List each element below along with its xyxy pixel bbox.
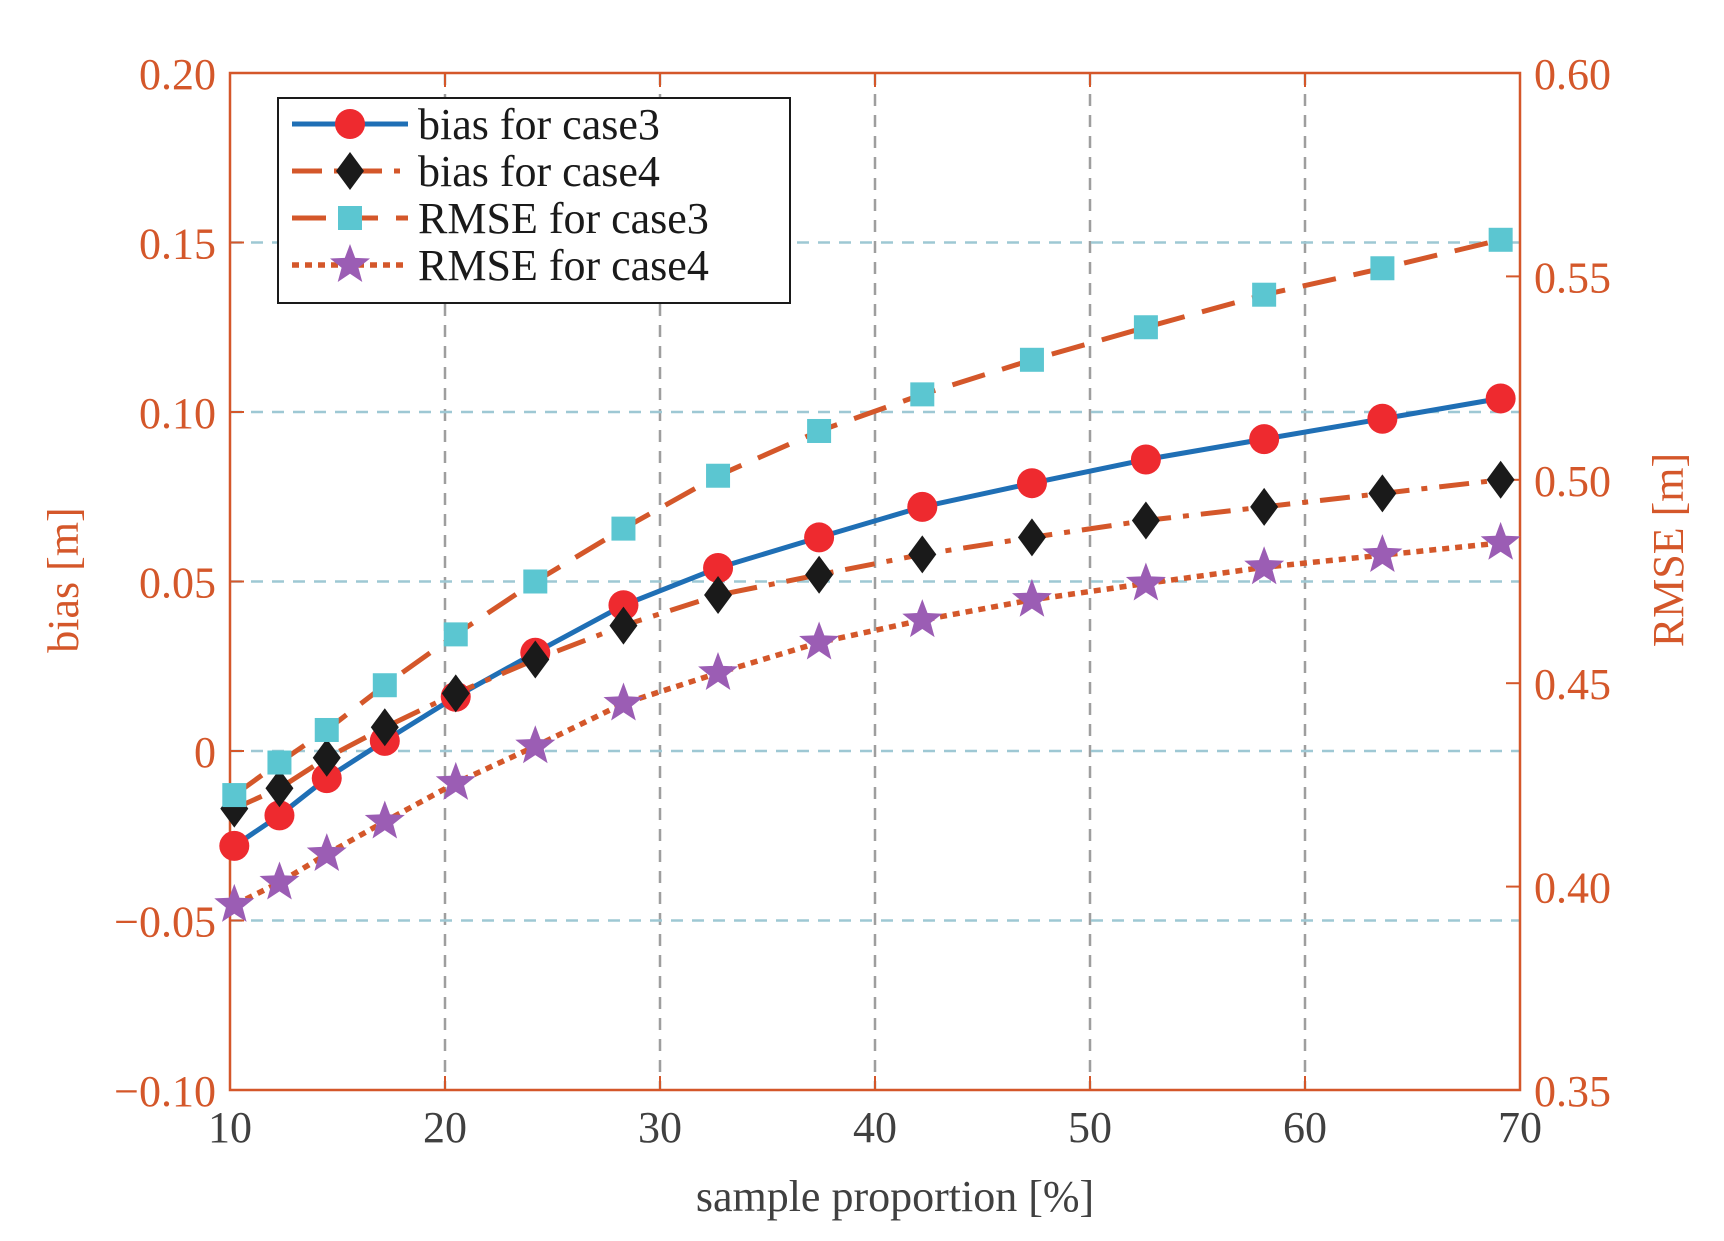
x-axis-title: sample proportion [%] [696,1172,1094,1221]
data-point-circle [264,800,295,831]
legend-label-1: bias for case3 [418,100,660,149]
data-point-star [603,682,644,721]
y-left-tick-label: 0.05 [139,559,216,608]
data-point-star [364,800,405,839]
y-axis-left-title: bias [m] [39,507,88,652]
series-line-2 [233,477,1501,811]
data-point-diamond [704,576,733,615]
data-point-square [1133,315,1158,340]
data-point-square [1019,347,1044,372]
data-point-star [306,833,347,871]
y-left-tick-label: −0.10 [114,1067,216,1116]
data-point-diamond [312,738,341,777]
y-right-tick-label: 0.40 [1534,864,1611,913]
data-point-star [1125,562,1166,601]
data-point-star [214,883,255,922]
data-point-diamond [265,769,294,808]
data-point-star [1012,578,1052,617]
data-point-circle [1249,424,1280,455]
series-markers [214,227,1521,922]
data-point-square [910,382,935,407]
data-point-circle [1130,444,1161,475]
data-point-star [1244,546,1285,585]
data-point-diamond [441,674,470,713]
x-tick-label: 10 [208,1103,252,1152]
y-left-tick-label: 0.20 [139,50,216,99]
x-tick-label: 30 [638,1103,682,1152]
data-point-circle [907,491,938,522]
data-point-square [372,673,397,698]
data-point-square [1370,256,1395,281]
data-point-circle [311,763,342,794]
x-tick-label: 20 [423,1103,467,1152]
data-point-diamond [609,606,638,645]
data-point-star [799,621,840,660]
data-point-square [314,717,339,742]
data-point-square [267,750,292,775]
y-right-tick-label: 0.45 [1534,660,1611,709]
y-left-tick-label: 0.10 [139,389,216,438]
y-axis-right-title: RMSE [m] [1644,453,1693,647]
x-tick-label: 40 [853,1103,897,1152]
data-point-diamond [1017,518,1046,557]
y-left-tick-label: 0 [194,728,216,777]
data-point-square [1252,282,1277,307]
y-left-tick-label: 0.15 [139,220,216,269]
data-point-star [515,725,556,764]
data-point-square [807,418,832,443]
data-point-circle [703,552,734,583]
data-point-diamond [1131,501,1160,540]
data-point-square [523,569,548,594]
legend-box [277,97,791,304]
data-point-square [706,463,731,488]
data-point-diamond [1250,487,1279,526]
y-right-tick-label: 0.50 [1534,457,1611,506]
ticks: 10 20 30 40 50 60 70 −0.10 −0.05 0 0.05 0.10 0.15 0.2… [114,50,1611,1152]
data-point-diamond [336,152,364,190]
y-right-tick-label: 0.60 [1534,50,1611,99]
y-right-tick-label: 0.35 [1534,1067,1611,1116]
y-right-tick-label: 0.55 [1534,253,1611,302]
data-point-circle [608,590,639,621]
data-point-star [259,861,300,900]
data-point-diamond [521,640,550,679]
data-point-square [611,516,636,541]
data-point-star [1480,521,1521,560]
data-point-square [338,206,362,230]
x-tick-label: 60 [1283,1103,1327,1152]
y-left-tick-label: −0.05 [114,898,216,947]
data-point-square [1488,227,1513,252]
data-point-diamond [1486,460,1515,499]
data-point-diamond [908,535,937,574]
data-point-square [222,783,247,808]
data-point-star [330,244,370,282]
data-point-circle [1485,383,1516,414]
data-point-circle [1367,403,1398,434]
data-point-circle [1016,468,1047,499]
data-point-star [1362,534,1403,572]
data-point-star [698,652,738,690]
data-point-star [902,599,943,638]
data-point-diamond [1368,474,1397,513]
data-point-star [435,761,476,800]
legend-label-4: RMSE for case4 [418,241,709,290]
data-point-circle [335,109,365,139]
legend-label-3: RMSE for case3 [418,194,709,243]
x-tick-label: 50 [1068,1103,1112,1152]
data-point-square [443,622,468,647]
data-point-circle [804,522,835,553]
legend-label-2: bias for case4 [418,147,660,196]
x-tick-label: 70 [1498,1103,1542,1152]
data-point-diamond [370,708,399,747]
data-point-diamond [805,555,834,594]
data-point-circle [219,830,250,861]
